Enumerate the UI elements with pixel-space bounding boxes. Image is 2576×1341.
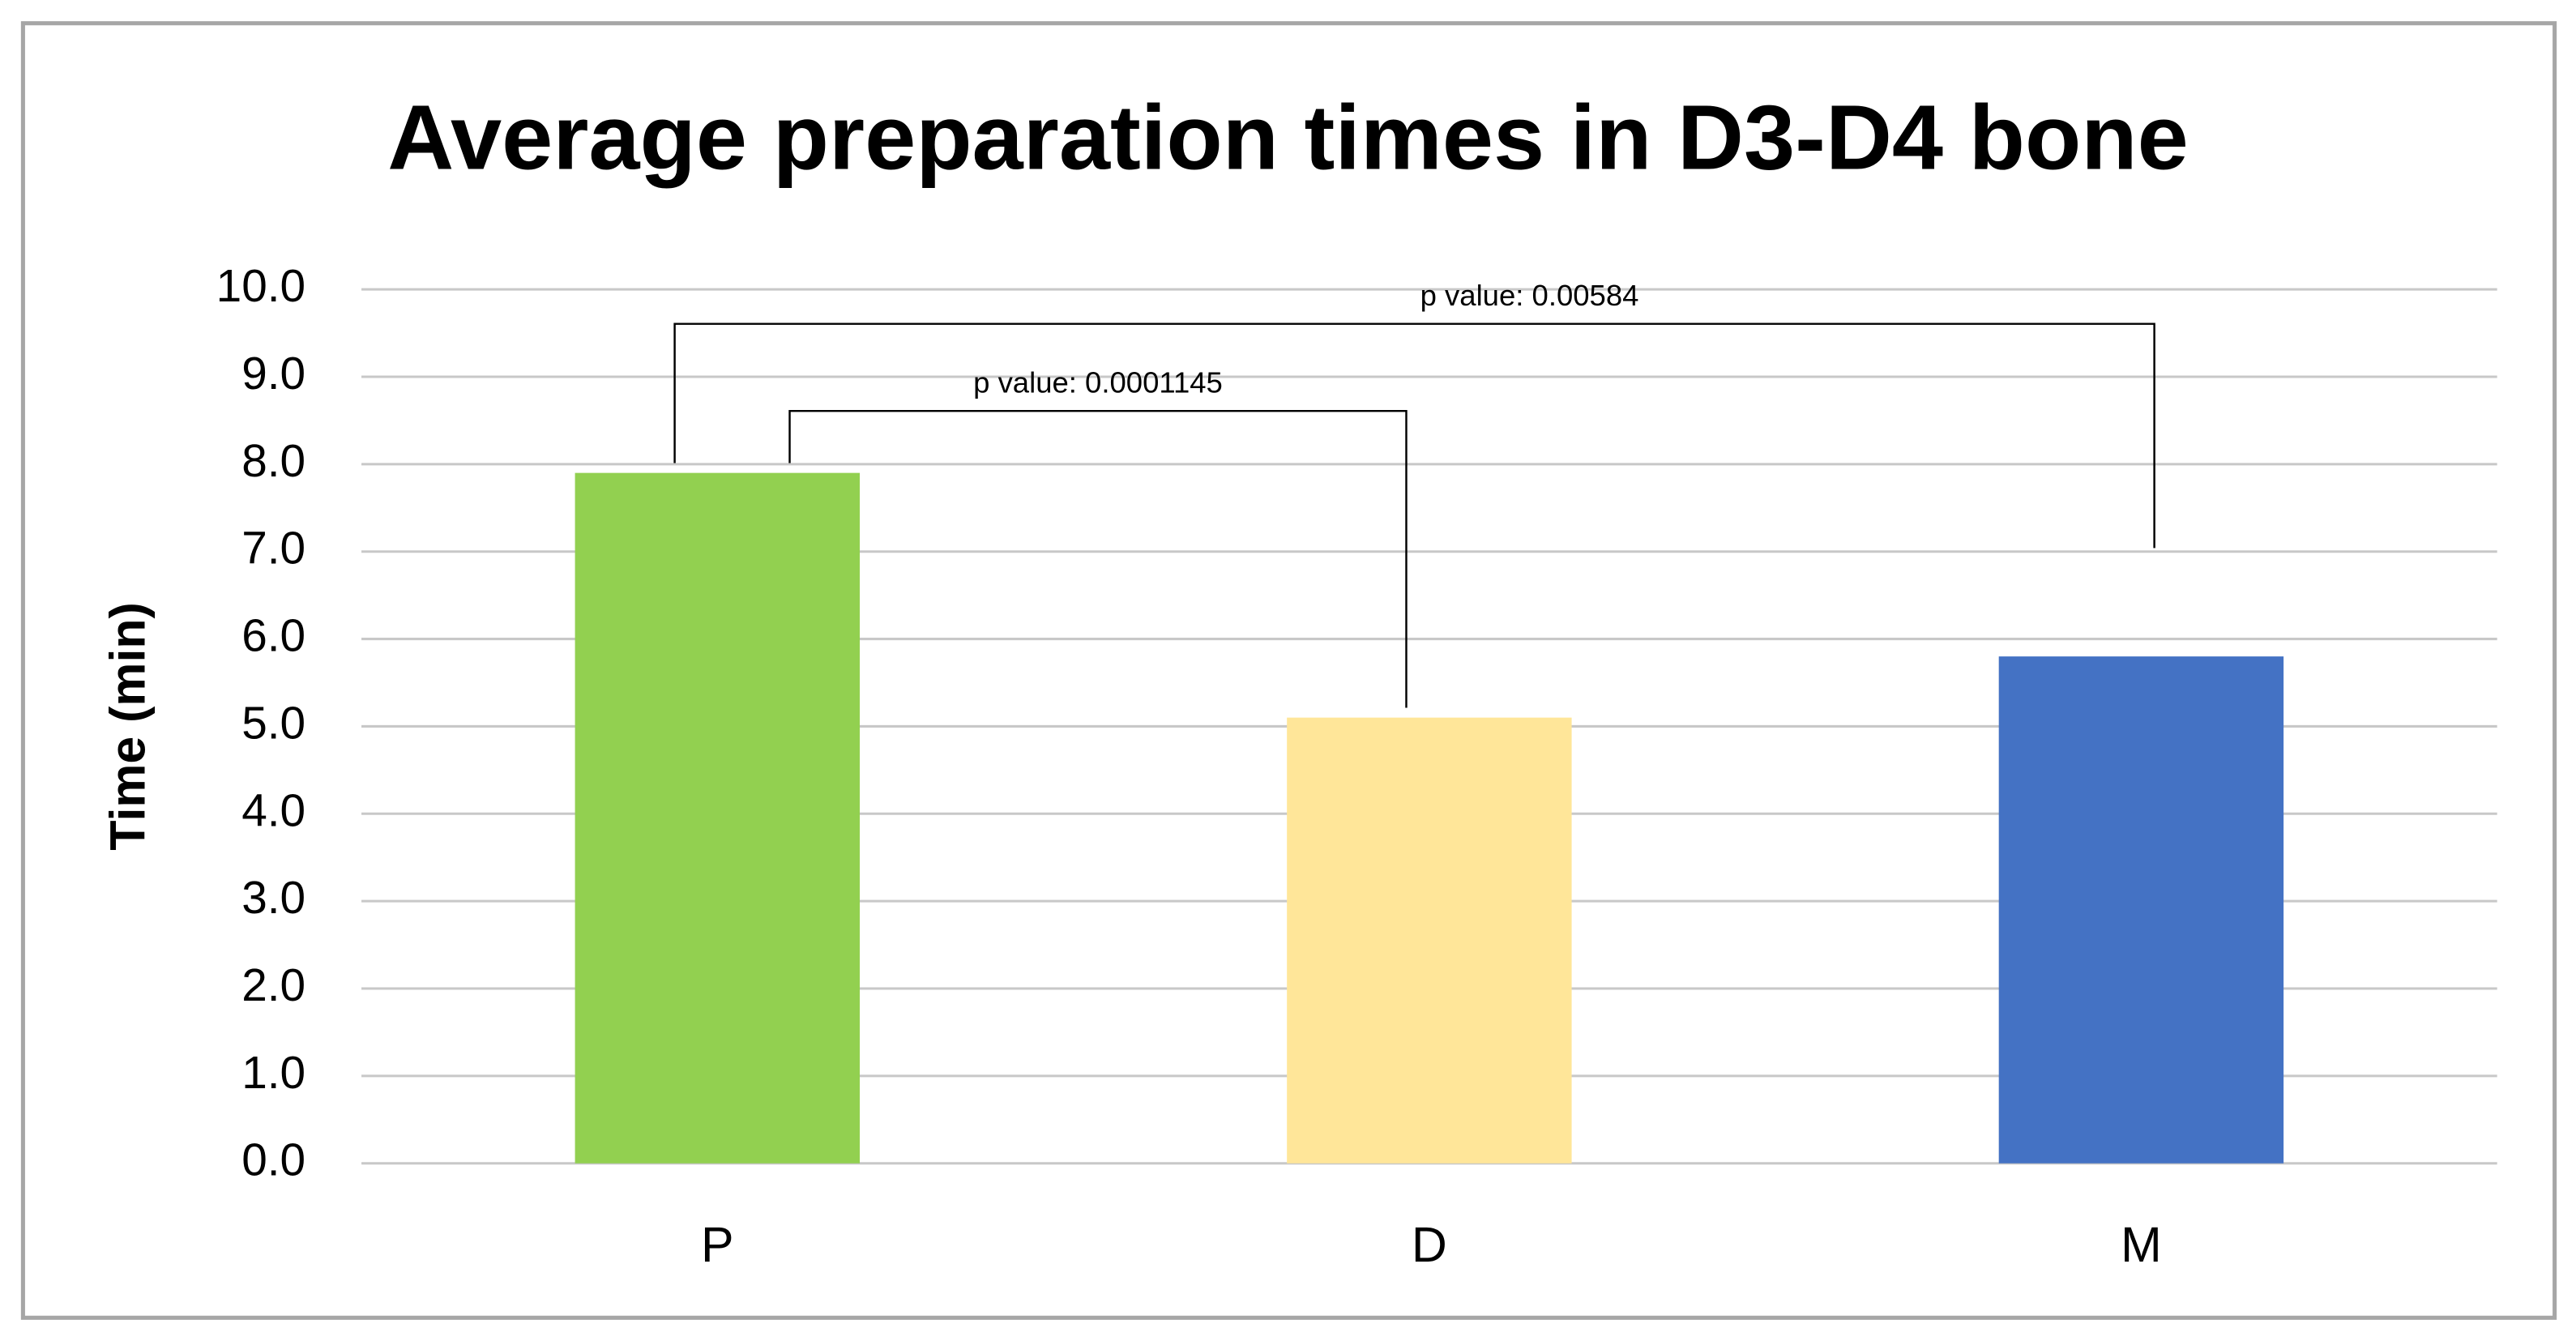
y-tick-label: 0.0 (241, 1135, 305, 1186)
y-tick-label: 8.0 (241, 436, 305, 487)
significance-bracket (673, 322, 2155, 549)
annotation: p value: 0.0001145 (973, 365, 1223, 399)
significance-bracket (788, 409, 1408, 708)
chart-title: Average preparation times in D3-D4 bone (387, 87, 2189, 190)
y-tick-label: 7.0 (241, 523, 305, 574)
y-tick-label: 3.0 (241, 873, 305, 924)
bar (1998, 656, 2284, 1164)
bar (575, 472, 861, 1164)
annotation: p value: 0.00584 (1420, 279, 1639, 312)
y-tick-label: 10.0 (216, 261, 305, 312)
y-tick-label: 1.0 (241, 1048, 305, 1099)
y-tick-label: 6.0 (241, 611, 305, 662)
x-tick-label: P (701, 1217, 734, 1272)
y-tick-label: 9.0 (241, 348, 305, 399)
bar (1287, 717, 1572, 1164)
y-tick-label: 2.0 (241, 960, 305, 1011)
x-tick-label: M (2121, 1217, 2162, 1272)
x-tick-label: D (1412, 1217, 1447, 1272)
y-tick-label: 4.0 (241, 785, 305, 836)
y-axis-label: Time (min) (100, 602, 155, 850)
y-tick-label: 5.0 (241, 698, 305, 749)
